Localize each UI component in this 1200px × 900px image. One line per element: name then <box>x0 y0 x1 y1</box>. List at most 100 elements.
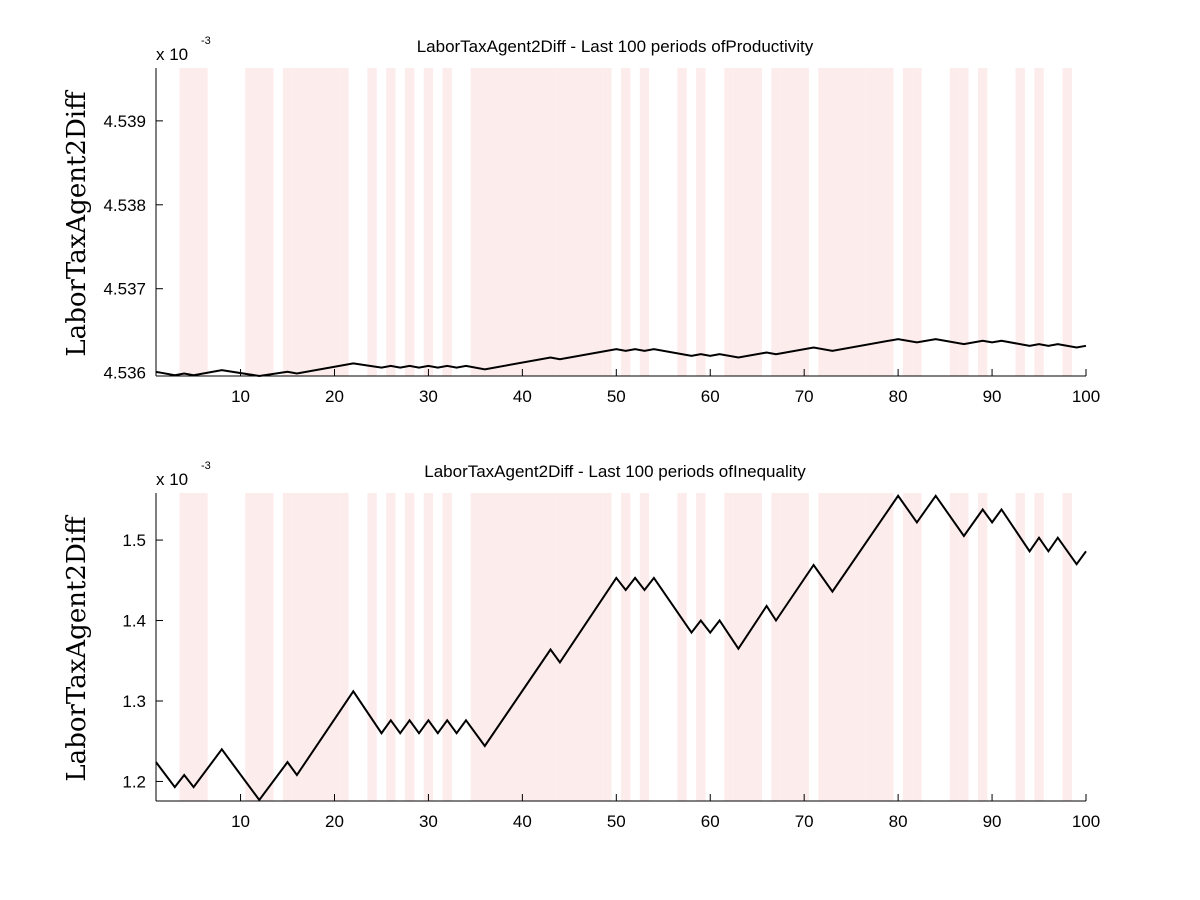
x-tick-label: 70 <box>795 387 814 406</box>
shaded-period <box>545 493 556 801</box>
shaded-period <box>179 68 189 376</box>
shaded-period <box>677 493 687 801</box>
x-tick-label: 40 <box>513 812 532 831</box>
shaded-period <box>198 68 208 376</box>
shaded-period <box>498 68 509 376</box>
shaded-period <box>339 68 349 376</box>
shaded-period <box>855 493 866 801</box>
shaded-period <box>780 68 791 376</box>
shaded-period <box>1034 68 1044 376</box>
shaded-period <box>480 68 490 376</box>
shaded-period <box>912 493 922 801</box>
shaded-period <box>536 493 546 801</box>
y-tick-label: 1.5 <box>122 531 146 550</box>
shaded-period <box>517 493 528 801</box>
shaded-period <box>790 68 800 376</box>
shaded-period <box>855 68 866 376</box>
shaded-period <box>977 493 988 801</box>
shaded-period <box>592 68 603 376</box>
shaded-period <box>621 493 631 801</box>
shaded-period <box>329 68 340 376</box>
x-tick-label: 100 <box>1072 387 1100 406</box>
shaded-period <box>404 493 415 801</box>
shaded-period <box>386 493 396 801</box>
x-tick-label: 50 <box>607 387 626 406</box>
shaded-period <box>179 493 189 801</box>
shaded-period <box>292 68 302 376</box>
shaded-period <box>846 493 856 801</box>
shaded-period <box>949 493 960 801</box>
shaded-period <box>865 68 875 376</box>
shaded-period <box>1062 493 1072 801</box>
shaded-period <box>545 68 556 376</box>
shaded-period <box>837 493 847 801</box>
shaded-period <box>696 68 706 376</box>
shaded-period <box>752 493 762 801</box>
x-tick-label: 30 <box>419 812 438 831</box>
axis-exponent-power: -3 <box>201 460 211 472</box>
shaded-period <box>301 493 311 801</box>
shaded-period <box>977 68 988 376</box>
productivity-panel: 10 20 30 40 50 60 70 80 90 100 4.5364.5374.5384.5… <box>62 35 1100 406</box>
shaded-period <box>527 68 537 376</box>
x-tick-label: 60 <box>701 387 720 406</box>
shaded-period <box>574 68 584 376</box>
x-tick-label: 100 <box>1072 812 1100 831</box>
shaded-period <box>602 68 612 376</box>
shaded-period <box>677 68 687 376</box>
shaded-period <box>188 68 199 376</box>
shaded-period <box>527 493 537 801</box>
y-ticks: 1.2 1.3 1.4 1.5 <box>122 531 163 791</box>
axis-exponent-power: -3 <box>201 35 211 47</box>
shaded-period <box>470 68 481 376</box>
shaded-period <box>198 493 208 801</box>
y-axis-label: LaborTaxAgent2Diff <box>62 89 92 357</box>
y-tick-label: 1.3 <box>122 692 146 711</box>
y-axis-label: LaborTaxAgent2Diff <box>62 514 92 782</box>
shaded-period <box>508 68 518 376</box>
shaded-period <box>912 68 922 376</box>
shaded-period <box>743 493 753 801</box>
shaded-period <box>1034 493 1044 801</box>
shaded-period <box>1062 68 1072 376</box>
shaded-period <box>423 493 434 801</box>
shaded-period <box>301 68 311 376</box>
shaded-period <box>959 68 969 376</box>
shaded-period <box>489 493 499 801</box>
shaded-period <box>818 68 828 376</box>
shaded-period <box>442 493 452 801</box>
shaded-period <box>724 68 734 376</box>
shaded-period <box>367 68 377 376</box>
shaded-period <box>292 493 302 801</box>
x-tick-label: 10 <box>231 387 250 406</box>
shaded-period <box>818 493 828 801</box>
shaded-period <box>884 68 894 376</box>
shaded-period <box>555 68 565 376</box>
shaded-period <box>245 493 255 801</box>
x-ticks: 10 20 30 40 50 60 70 80 90 100 <box>231 794 1100 831</box>
shaded-period <box>574 493 584 801</box>
shaded-period <box>254 68 265 376</box>
shaded-period <box>874 68 885 376</box>
x-tick-label: 30 <box>419 387 438 406</box>
shaded-period <box>254 493 265 801</box>
shaded-period <box>752 68 762 376</box>
shaded-period <box>320 68 330 376</box>
shaded-period <box>949 68 960 376</box>
y-tick-label: 4.536 <box>103 364 146 383</box>
shaded-period <box>771 68 781 376</box>
shaded-period <box>884 493 894 801</box>
shaded-period <box>1015 493 1025 801</box>
shaded-period <box>583 493 593 801</box>
shaded-period <box>188 493 199 801</box>
x-tick-label: 20 <box>325 387 344 406</box>
shaded-period <box>329 493 340 801</box>
shaded-period <box>790 493 800 801</box>
shaded-period <box>959 493 969 801</box>
inequality-panel: 10 20 30 40 50 60 70 80 90 100 1.2 1.3 1.4 1.5 Labor… <box>62 460 1100 831</box>
shaded-period <box>498 493 509 801</box>
shaded-period <box>311 493 321 801</box>
chart-title: LaborTaxAgent2Diff - Last 100 periods of… <box>424 462 806 481</box>
x-tick-label: 70 <box>795 812 814 831</box>
